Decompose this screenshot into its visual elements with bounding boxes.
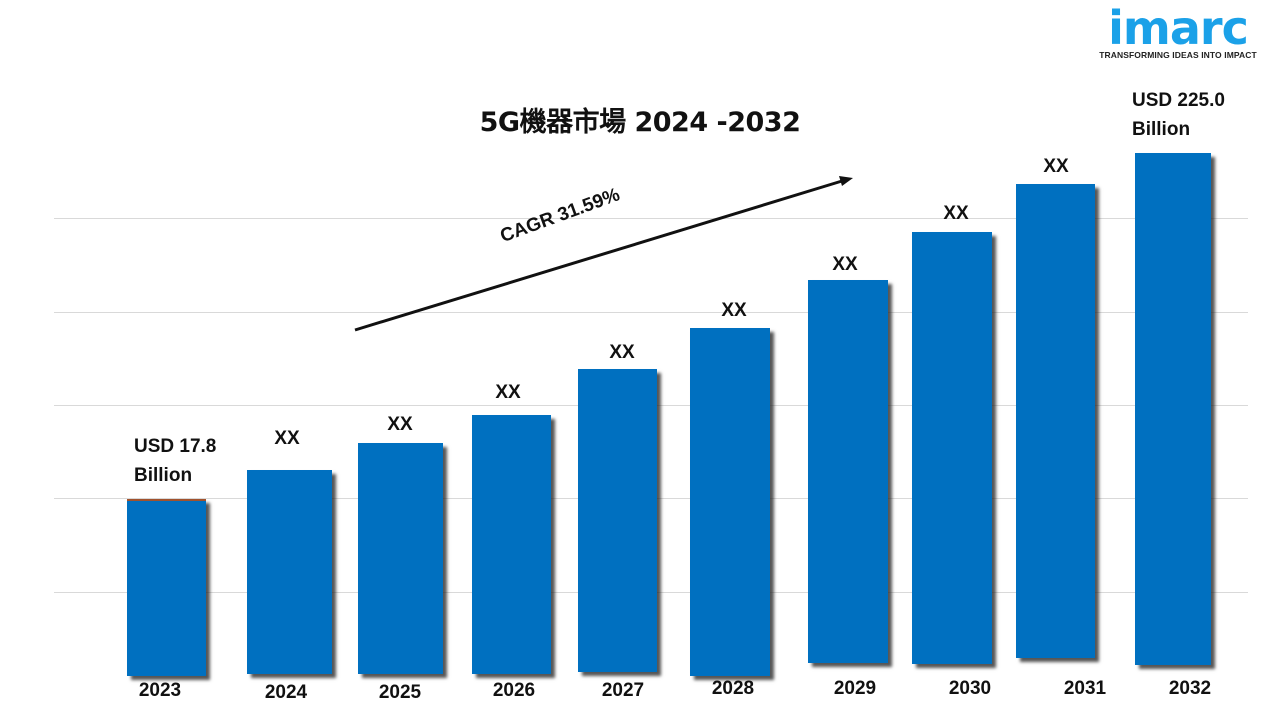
imarc-logo: imarc TRANSFORMING IDEAS INTO IMPACT <box>1096 4 1260 60</box>
value-label-2024: XX <box>274 428 300 449</box>
value-label-2030: XX <box>943 203 969 224</box>
value-label-line: Billion <box>1132 119 1191 140</box>
value-label-2032: USD 225.0 Billion <box>1132 86 1225 144</box>
value-label-line: Billion <box>134 465 193 486</box>
x-tick-2031: 2031 <box>1063 678 1107 699</box>
x-tick-2023: 2023 <box>138 680 182 701</box>
value-label-2026: XX <box>495 382 521 403</box>
x-tick-2025: 2025 <box>378 682 422 703</box>
bar-2029 <box>808 280 888 663</box>
bar-2026 <box>472 415 551 674</box>
bar-2023 <box>127 499 206 676</box>
value-label-line: USD 17.8 <box>134 436 217 457</box>
value-label-2025: XX <box>387 414 413 435</box>
value-label-2023: USD 17.8 Billion <box>134 432 216 490</box>
bar-2028 <box>690 328 770 676</box>
x-tick-2029: 2029 <box>833 678 877 699</box>
x-tick-2032: 2032 <box>1168 678 1212 699</box>
bar-2030 <box>912 232 992 664</box>
logo-tagline: TRANSFORMING IDEAS INTO IMPACT <box>1099 50 1257 60</box>
value-label-line: USD 225.0 <box>1132 90 1225 111</box>
bar-2024 <box>247 470 332 674</box>
chart-title: 5G機器市場 2024 -2032 <box>479 107 801 138</box>
bar-2025 <box>358 443 443 674</box>
x-tick-2024: 2024 <box>264 682 308 703</box>
value-label-2029: XX <box>832 254 858 275</box>
x-tick-2028: 2028 <box>711 678 755 699</box>
x-tick-2027: 2027 <box>601 680 645 701</box>
bar-2032 <box>1135 153 1211 665</box>
value-label-2028: XX <box>721 300 747 321</box>
value-label-2027: XX <box>609 342 635 363</box>
x-tick-2026: 2026 <box>492 680 536 701</box>
logo-wordmark: imarc <box>1108 1 1249 55</box>
bar-2027 <box>578 369 657 672</box>
gridline <box>54 312 1248 313</box>
gridline <box>54 218 1248 219</box>
bar-2031 <box>1016 184 1095 658</box>
value-label-2031: XX <box>1043 156 1069 177</box>
x-tick-2030: 2030 <box>948 678 992 699</box>
